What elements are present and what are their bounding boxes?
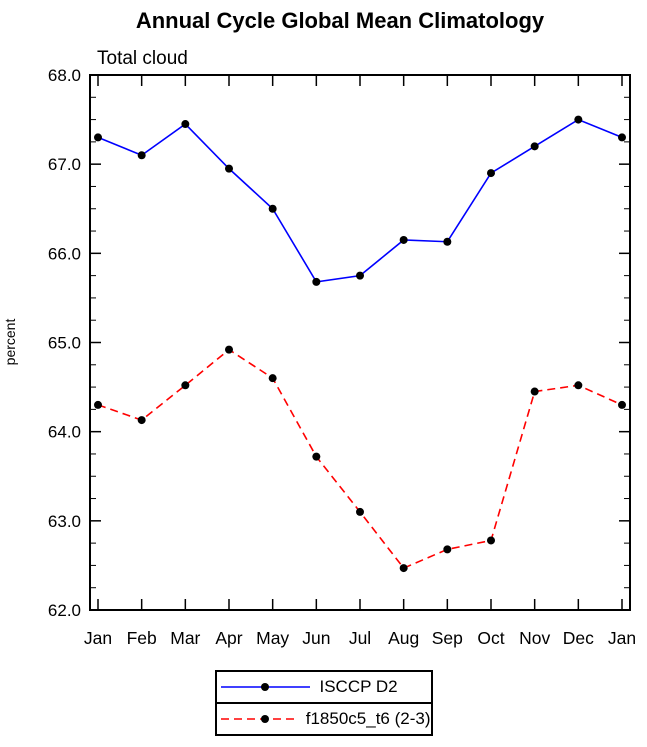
x-tick-label: Oct xyxy=(477,628,504,648)
y-tick-label: 64.0 xyxy=(48,423,81,442)
x-tick-label: Dec xyxy=(563,628,594,648)
plot-frame xyxy=(89,74,631,611)
x-tick-label: Apr xyxy=(215,628,242,648)
x-tick-label: Nov xyxy=(519,628,550,648)
legend-label-series-2: f1850c5_t6 (2-3) xyxy=(305,709,431,728)
data-point-marker xyxy=(312,277,321,286)
series-line-2 xyxy=(97,348,623,570)
line-chart: Annual Cycle Global Mean Climatology Tot… xyxy=(2,8,636,648)
x-tick-label: Jan xyxy=(84,628,112,648)
data-point-marker xyxy=(181,381,190,390)
y-tick-label: 67.0 xyxy=(48,155,81,174)
data-point-marker xyxy=(530,142,539,151)
data-point-marker xyxy=(268,374,277,383)
data-point-marker xyxy=(137,416,146,425)
legend-line-solid-icon xyxy=(220,683,310,691)
data-point-marker xyxy=(399,235,408,244)
chart-legend: ISCCP D2 f1850c5_t6 (2-3) xyxy=(214,670,433,736)
chart-subtitle: Total cloud xyxy=(97,48,188,69)
y-tick-label: 68.0 xyxy=(48,66,81,85)
data-point-marker xyxy=(356,507,364,516)
legend-line-dashed-icon xyxy=(220,715,298,723)
data-point-marker xyxy=(399,564,408,573)
legend-item-series-1: ISCCP D2 xyxy=(217,672,431,702)
data-point-marker xyxy=(618,400,626,409)
x-tick-label: Jun xyxy=(302,628,330,648)
x-tick-label: May xyxy=(256,628,289,648)
data-point-marker xyxy=(94,400,102,409)
data-point-marker xyxy=(94,133,102,142)
data-point-marker xyxy=(312,452,321,461)
x-tick-label: Sep xyxy=(432,628,463,648)
data-point-marker xyxy=(225,345,233,354)
data-point-marker xyxy=(137,151,146,160)
x-tick-label: Feb xyxy=(127,628,157,648)
x-tick-label: Jan xyxy=(608,628,636,648)
data-point-marker xyxy=(487,169,495,178)
legend-label-series-1: ISCCP D2 xyxy=(319,677,398,696)
y-tick-label: 62.0 xyxy=(48,601,81,620)
data-point-marker xyxy=(530,387,539,396)
legend-item-series-2: f1850c5_t6 (2-3) xyxy=(216,702,431,734)
data-point-marker xyxy=(618,133,626,142)
series-line-1 xyxy=(97,118,623,283)
x-tick-label: Mar xyxy=(170,628,200,648)
data-point-marker xyxy=(356,271,364,280)
y-tick-label: 63.0 xyxy=(48,512,81,531)
data-point-marker xyxy=(443,237,452,246)
x-tick-label: Aug xyxy=(388,628,419,648)
y-tick-label: 66.0 xyxy=(48,244,81,263)
data-point-marker xyxy=(181,120,190,129)
data-point-marker xyxy=(487,536,495,545)
chart-title: Annual Cycle Global Mean Climatology xyxy=(136,8,545,33)
data-point-marker xyxy=(268,204,277,213)
data-point-marker xyxy=(574,115,583,124)
y-axis-label: percent xyxy=(2,319,18,366)
data-point-marker xyxy=(574,381,583,390)
data-point-marker xyxy=(443,545,452,554)
x-tick-label: Jul xyxy=(349,628,371,648)
y-tick-label: 65.0 xyxy=(48,333,81,352)
data-point-marker xyxy=(225,164,233,173)
